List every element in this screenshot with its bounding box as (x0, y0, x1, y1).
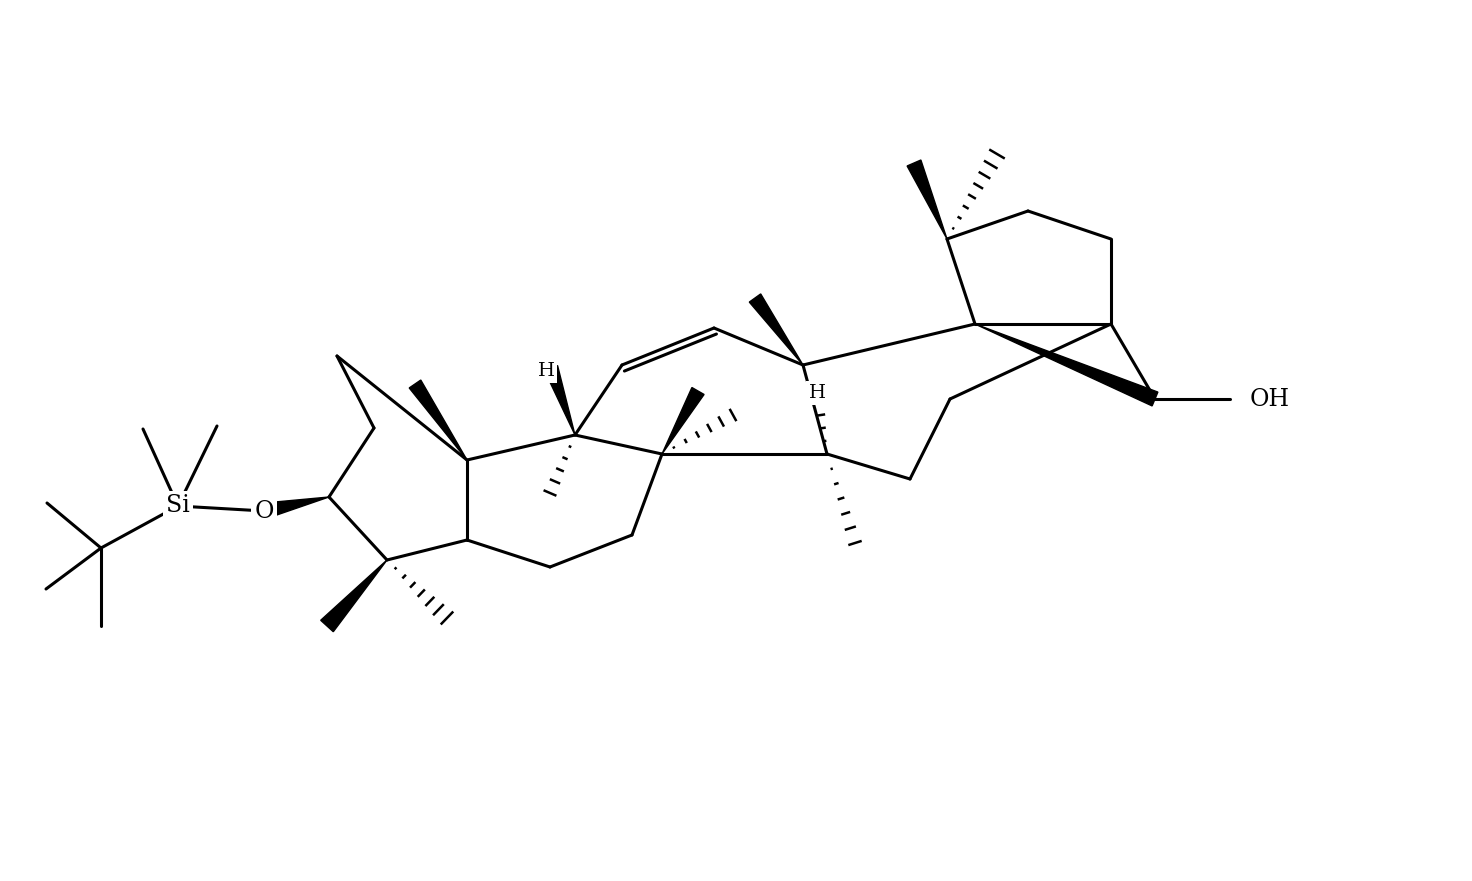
Polygon shape (409, 380, 467, 460)
Text: O: O (255, 500, 274, 522)
Polygon shape (749, 294, 804, 365)
Text: Si: Si (166, 494, 190, 517)
Polygon shape (321, 560, 387, 632)
Polygon shape (262, 497, 330, 519)
Text: H: H (537, 362, 555, 380)
Polygon shape (545, 366, 576, 435)
Text: H: H (808, 384, 826, 402)
Polygon shape (974, 324, 1158, 406)
Text: OH: OH (1250, 388, 1289, 411)
Polygon shape (662, 388, 704, 454)
Polygon shape (907, 160, 946, 239)
